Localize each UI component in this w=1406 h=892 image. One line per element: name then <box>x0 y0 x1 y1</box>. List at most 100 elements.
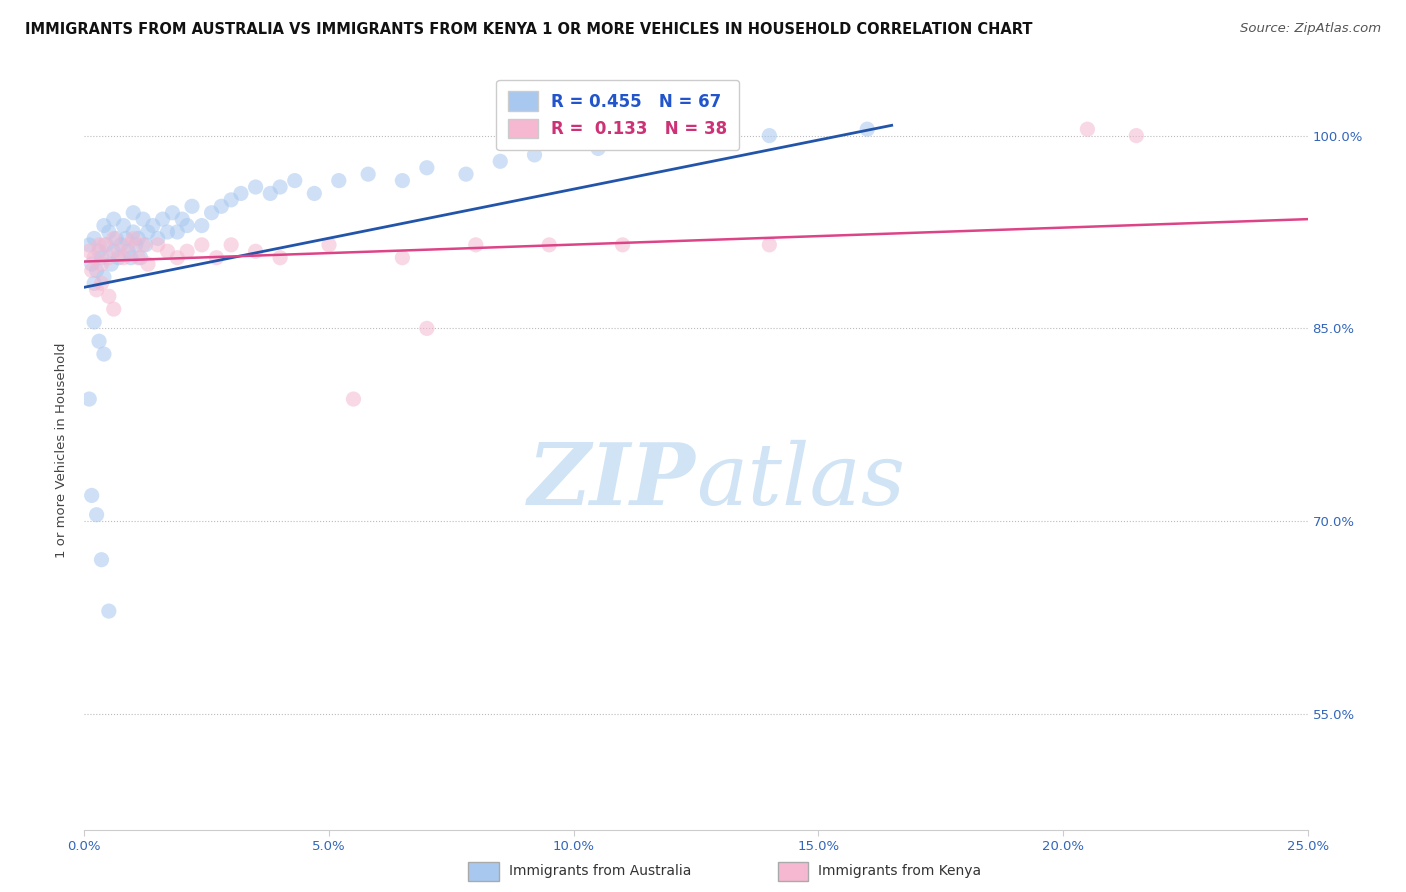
Point <box>132 212 155 227</box>
Point <box>219 193 242 207</box>
Point <box>176 219 198 233</box>
Text: ZIP: ZIP <box>529 439 696 523</box>
Point <box>269 180 291 194</box>
Point <box>152 212 174 227</box>
Text: Immigrants from Kenya: Immigrants from Kenya <box>818 864 981 879</box>
Point <box>77 392 100 406</box>
Point <box>464 237 486 252</box>
Point <box>136 257 159 271</box>
Point <box>115 231 138 245</box>
Point <box>146 237 169 252</box>
Point <box>77 237 100 252</box>
Point <box>100 257 122 271</box>
Point <box>269 251 291 265</box>
Point <box>93 270 115 285</box>
Point <box>166 225 188 239</box>
Point <box>538 237 561 252</box>
Point <box>105 231 128 245</box>
Point <box>229 186 252 201</box>
Point <box>318 237 340 252</box>
Point <box>245 180 267 194</box>
Point <box>132 237 155 252</box>
Point <box>172 212 194 227</box>
Point <box>416 321 439 335</box>
Point <box>83 315 105 329</box>
Point <box>304 186 326 201</box>
Point <box>93 347 115 361</box>
Point <box>110 237 132 252</box>
Point <box>129 251 152 265</box>
Point <box>523 148 546 162</box>
Point <box>135 237 157 252</box>
Point <box>612 237 634 252</box>
Point <box>391 173 413 187</box>
Point <box>93 237 115 252</box>
Text: Immigrants from Australia: Immigrants from Australia <box>509 864 692 879</box>
Point <box>191 219 214 233</box>
Point <box>127 231 149 245</box>
Point <box>90 251 112 265</box>
Point <box>107 244 129 259</box>
Point <box>176 244 198 259</box>
Point <box>125 237 148 252</box>
Point <box>107 251 129 265</box>
Point <box>117 244 139 259</box>
Point <box>90 257 112 271</box>
Point <box>87 334 110 349</box>
Point <box>146 231 169 245</box>
Point <box>122 225 145 239</box>
Point <box>181 199 204 213</box>
Point <box>328 173 350 187</box>
Point <box>97 289 120 303</box>
Point <box>112 251 135 265</box>
Point <box>120 251 142 265</box>
Point <box>80 263 103 277</box>
Point <box>77 244 100 259</box>
Point <box>586 141 609 155</box>
Point <box>209 199 232 213</box>
Point <box>166 251 188 265</box>
Point <box>122 231 145 245</box>
Point <box>200 205 222 219</box>
Point <box>86 283 108 297</box>
Point <box>83 251 105 265</box>
Point <box>156 244 179 259</box>
Y-axis label: 1 or more Vehicles in Household: 1 or more Vehicles in Household <box>55 343 67 558</box>
Point <box>96 237 118 252</box>
Point <box>416 161 439 175</box>
Point <box>1076 122 1098 136</box>
Point <box>90 552 112 566</box>
Text: IMMIGRANTS FROM AUSTRALIA VS IMMIGRANTS FROM KENYA 1 OR MORE VEHICLES IN HOUSEHO: IMMIGRANTS FROM AUSTRALIA VS IMMIGRANTS … <box>25 22 1033 37</box>
Point <box>80 257 103 271</box>
Point <box>454 167 477 181</box>
Point <box>391 251 413 265</box>
Point <box>758 237 780 252</box>
Point <box>97 225 120 239</box>
Point <box>856 122 879 136</box>
Point <box>142 219 165 233</box>
Point <box>93 219 115 233</box>
Point <box>103 231 125 245</box>
Point <box>112 219 135 233</box>
Point <box>103 244 125 259</box>
Point <box>86 263 108 277</box>
Point <box>90 277 112 291</box>
Point <box>661 135 683 149</box>
Text: atlas: atlas <box>696 440 905 522</box>
Point <box>758 128 780 143</box>
Point <box>205 251 228 265</box>
Point <box>122 205 145 219</box>
Legend: R = 0.455   N = 67, R =  0.133   N = 38: R = 0.455 N = 67, R = 0.133 N = 38 <box>496 79 740 150</box>
Point <box>357 167 380 181</box>
Point <box>489 154 512 169</box>
Point <box>103 212 125 227</box>
Point <box>219 237 242 252</box>
Point <box>117 237 139 252</box>
Point <box>83 277 105 291</box>
Point <box>97 604 120 618</box>
Point <box>83 231 105 245</box>
Point <box>156 225 179 239</box>
Point <box>127 251 149 265</box>
Point <box>80 488 103 502</box>
Point <box>245 244 267 259</box>
